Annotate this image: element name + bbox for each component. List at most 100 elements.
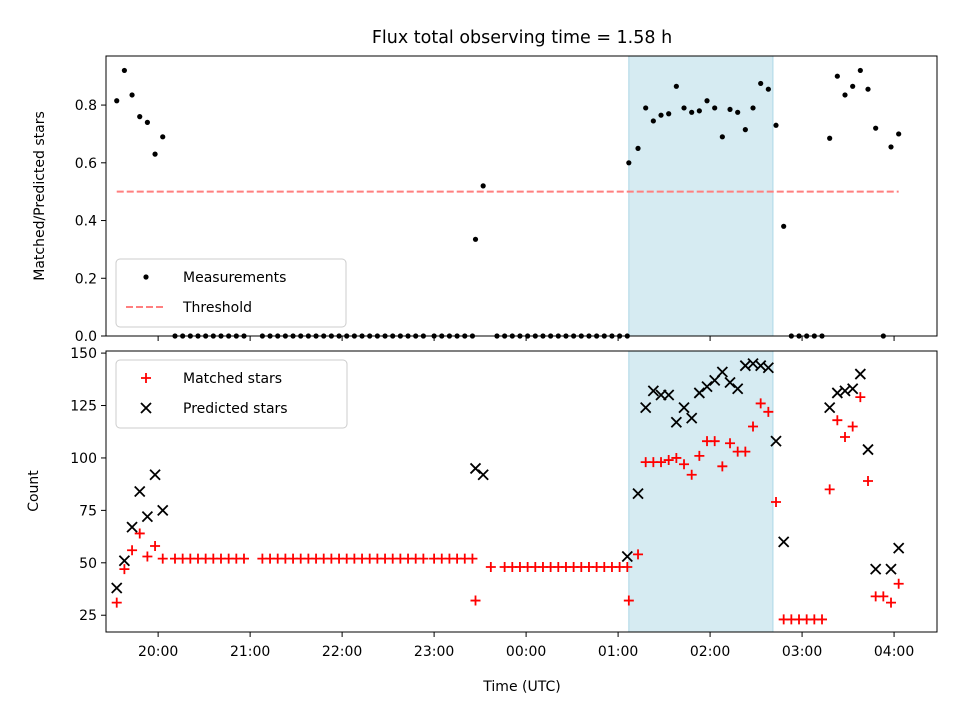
measurement-point <box>873 125 879 131</box>
x-tick-label: 20:00 <box>138 644 178 660</box>
measurement-point <box>121 67 127 74</box>
predicted-star-point <box>885 563 897 575</box>
predicted-star-point <box>149 469 161 481</box>
predicted-star-point <box>831 387 843 399</box>
predicted-star-point <box>640 401 652 414</box>
legend-label: Predicted stars <box>183 401 288 417</box>
measurement-point <box>650 118 656 124</box>
figure-title: Flux total observing time = 1.58 h <box>372 28 672 48</box>
predicted-star-point <box>686 412 698 424</box>
measurement-point <box>673 83 679 89</box>
predicted-star-point <box>141 511 154 523</box>
matched-star-point <box>824 484 835 495</box>
predicted-star-point <box>111 582 123 594</box>
measurement-point <box>129 92 135 98</box>
x-tick-label: 23:00 <box>414 644 454 660</box>
predicted-star-point <box>862 443 874 456</box>
predicted-star-point <box>839 385 851 397</box>
matched-star-point <box>622 561 633 572</box>
legend-box <box>115 258 347 328</box>
matched-star-point <box>663 455 674 466</box>
predicted-star-point <box>870 563 882 575</box>
predicted-star-point <box>118 555 131 567</box>
y-tick-label: 100 <box>70 451 97 467</box>
legend: Matched stars Predicted stars <box>115 359 348 429</box>
predicted-star-point <box>477 469 489 481</box>
matched-star-point <box>679 459 690 470</box>
predicted-star-point <box>778 536 790 548</box>
measurement-point <box>114 98 120 104</box>
matched-star-point <box>771 496 782 507</box>
measurement-point <box>643 105 649 111</box>
measurement-point <box>857 67 863 74</box>
y-tick-label: 0.0 <box>75 329 97 345</box>
legend-label: Threshold <box>182 300 252 316</box>
predicted-star-point <box>847 383 859 395</box>
predicted-star-point <box>632 487 644 500</box>
matched-star-point <box>709 436 720 447</box>
measurement-point <box>865 86 871 92</box>
y-tick-label: 50 <box>79 556 97 572</box>
matched-star-point <box>134 528 145 539</box>
matched-star-point <box>150 541 161 552</box>
matched-star-point <box>485 561 496 572</box>
legend-matched-swatch <box>141 373 151 383</box>
measurement-point <box>689 109 695 115</box>
matched-star-point <box>686 469 697 480</box>
predicted-star-point <box>157 504 169 517</box>
measurement-point <box>666 111 672 117</box>
matched-star-point <box>763 406 774 417</box>
legend-measurement-swatch <box>143 274 149 280</box>
shaded-interval <box>628 55 774 337</box>
measurement-point <box>719 134 725 140</box>
measurement-point <box>144 119 150 125</box>
predicted-star-point <box>824 401 836 414</box>
predicted-star-point <box>893 542 905 554</box>
y-tick-label: 75 <box>79 503 97 519</box>
measurement-point <box>735 109 741 115</box>
matched-star-point <box>111 597 122 608</box>
y-tick-label: 150 <box>70 346 97 362</box>
measurement-point <box>704 98 710 104</box>
predicted-star-point <box>716 366 728 378</box>
y-tick-label: 0.4 <box>75 214 97 230</box>
matched-star-point <box>238 553 249 564</box>
matched-star-point <box>725 438 736 449</box>
measurement-point <box>850 83 856 89</box>
matched-star-point <box>694 450 705 461</box>
measurement-point <box>834 73 840 79</box>
x-tick-label: 01:00 <box>598 644 638 660</box>
y-tick-label: 0.8 <box>75 98 97 114</box>
matched-star-point <box>755 398 766 409</box>
matched-star-point <box>671 452 682 463</box>
measurement-point <box>658 112 664 118</box>
matched-star-point <box>847 421 858 432</box>
measurement-point <box>750 105 756 111</box>
measurement-point <box>896 131 902 137</box>
measurement-point <box>765 86 771 92</box>
x-tick-label: 21:00 <box>230 644 270 660</box>
measurement-point <box>827 135 833 141</box>
matched-star-point <box>840 431 851 442</box>
matched-star-point <box>418 553 429 564</box>
matched-star-point <box>119 564 130 575</box>
predicted-star-point <box>126 521 138 533</box>
predicted-star-point <box>693 387 705 399</box>
measurement-point <box>712 105 718 111</box>
matched-star-point <box>855 392 866 403</box>
matched-star-point <box>470 595 481 606</box>
predicted-star-point <box>678 401 690 414</box>
matched-star-point <box>817 614 828 625</box>
matched-star-point <box>832 415 843 426</box>
measurement-point <box>137 114 143 120</box>
measurement-point <box>480 183 486 189</box>
legend-label: Measurements <box>183 270 286 286</box>
measurement-point <box>472 236 479 242</box>
x-tick-label: 02:00 <box>690 644 730 660</box>
measurement-point <box>888 144 894 150</box>
measurement-point <box>160 134 166 140</box>
predicted-star-point <box>762 362 774 374</box>
y-tick-label: 0.6 <box>75 156 97 172</box>
predicted-star-point <box>670 416 682 428</box>
measurement-point <box>635 145 641 151</box>
